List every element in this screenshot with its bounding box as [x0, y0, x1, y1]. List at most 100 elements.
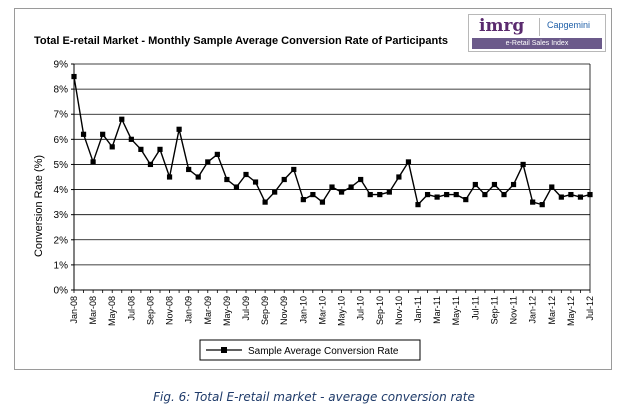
y-tick-label: 8%: [54, 85, 69, 96]
x-tick-label: Mar-10: [317, 296, 327, 325]
data-point: [71, 73, 77, 80]
x-tick-label: Nov-09: [279, 296, 289, 325]
data-point: [281, 176, 287, 183]
data-point: [367, 191, 373, 198]
data-point: [262, 199, 268, 205]
x-tick-label: Jul-09: [241, 296, 251, 321]
data-point: [539, 202, 545, 208]
data-point: [472, 181, 478, 188]
data-point: [252, 179, 259, 185]
x-tick-label: May-10: [337, 296, 347, 326]
data-point: [319, 199, 326, 205]
imrg-capgemini-logo: imrg Capgemini e-Retail Sales Index: [468, 14, 606, 52]
data-point: [214, 151, 220, 157]
y-tick-label: 1%: [54, 260, 69, 271]
data-point: [377, 191, 383, 198]
data-point: [80, 131, 87, 137]
data-point: [510, 181, 517, 188]
data-point: [300, 197, 306, 203]
legend: Sample Average Conversion Rate: [199, 339, 421, 361]
data-point: [243, 171, 249, 178]
data-point: [272, 189, 278, 195]
data-point: [119, 116, 125, 122]
x-tick-label: Sep-08: [145, 296, 155, 325]
x-tick-label: Jul-11: [470, 296, 480, 320]
data-point: [90, 159, 96, 165]
data-point: [549, 184, 555, 190]
x-tick-label: Sep-09: [260, 296, 270, 325]
x-tick-label: Nov-08: [165, 296, 175, 325]
y-tick-label: 4%: [54, 185, 69, 196]
data-point: [358, 176, 364, 183]
data-point: [530, 199, 536, 205]
data-point: [224, 176, 230, 183]
data-point: [109, 144, 115, 150]
data-point: [205, 159, 211, 165]
x-tick-label: Mar-08: [88, 296, 98, 325]
data-point: [291, 166, 297, 173]
x-tick-label: Jan-09: [184, 296, 194, 324]
data-point: [147, 161, 154, 168]
x-tick-label: May-12: [566, 296, 576, 326]
data-point: [310, 191, 316, 198]
x-tick-label: Jul-10: [356, 296, 366, 321]
x-tick-label: Jul-12: [585, 296, 595, 321]
x-tick-labels: Jan-08 Mar-08 May-08 Jul-08 Sep-08 Nov-08 Jan-…: [69, 296, 595, 326]
y-tick-label: 2%: [54, 235, 69, 246]
chart-title: Total E-retail Market - Monthly Sample A…: [34, 35, 448, 47]
data-point: [463, 197, 469, 203]
x-tick-label: Nov-11: [509, 296, 519, 324]
data-point: [338, 189, 345, 195]
x-tick-label: Sep-10: [375, 296, 385, 325]
x-tick-label: Jul-08: [126, 296, 136, 321]
y-tick-label: 5%: [54, 160, 69, 171]
data-point: [520, 161, 526, 168]
data-point: [100, 131, 106, 137]
logo-brand: imrg: [479, 16, 525, 36]
chart-frame: [14, 8, 612, 370]
data-point: [415, 202, 421, 208]
y-tick-label: 3%: [54, 210, 69, 221]
data-point: [128, 136, 134, 142]
x-tick-label: Jan-12: [528, 296, 538, 324]
axes: [73, 64, 591, 293]
x-tick-label: May-09: [222, 296, 232, 326]
x-tick-label: Mar-09: [203, 296, 213, 325]
data-point: [453, 191, 459, 198]
y-tick-labels: 0% 1% 2% 3% 4% 5% 6% 7% 8% 9%: [54, 60, 69, 297]
y-axis-label: Conversion Rate (%): [33, 155, 45, 257]
logo-index-name: e-Retail Sales Index: [505, 40, 569, 47]
data-point: [491, 181, 498, 188]
data-point: [396, 174, 402, 180]
y-tick-label: 7%: [54, 110, 69, 121]
x-tick-label: Sep-11: [489, 296, 499, 324]
logo-divider: [539, 18, 540, 36]
y-tick-label: 6%: [54, 135, 69, 146]
x-tick-label: May-08: [107, 296, 117, 326]
x-tick-label: Mar-12: [547, 296, 557, 325]
data-point: [558, 194, 564, 200]
data-point: [568, 191, 574, 198]
data-point: [329, 184, 335, 190]
x-tick-label: Nov-10: [394, 296, 404, 325]
x-tick-label: Jan-11: [413, 296, 423, 323]
gridlines: [71, 63, 590, 291]
data-point: [434, 194, 440, 200]
data-point: [348, 184, 354, 190]
data-point: [233, 184, 240, 190]
logo-band: e-Retail Sales Index: [472, 38, 602, 49]
data-point: [444, 191, 450, 198]
data-point: [386, 189, 392, 195]
x-tick-label: Mar-11: [432, 296, 442, 324]
data-point: [176, 126, 182, 132]
y-tick-label: 9%: [54, 60, 69, 71]
data-point: [587, 191, 593, 198]
legend-marker-symbol: [221, 347, 227, 353]
logo-partner: Capgemini: [547, 20, 591, 30]
data-point: [138, 146, 144, 152]
data-point: [195, 174, 201, 180]
x-tick-label: Jan-08: [69, 296, 79, 324]
data-point: [501, 191, 507, 198]
data-point: [424, 191, 431, 198]
